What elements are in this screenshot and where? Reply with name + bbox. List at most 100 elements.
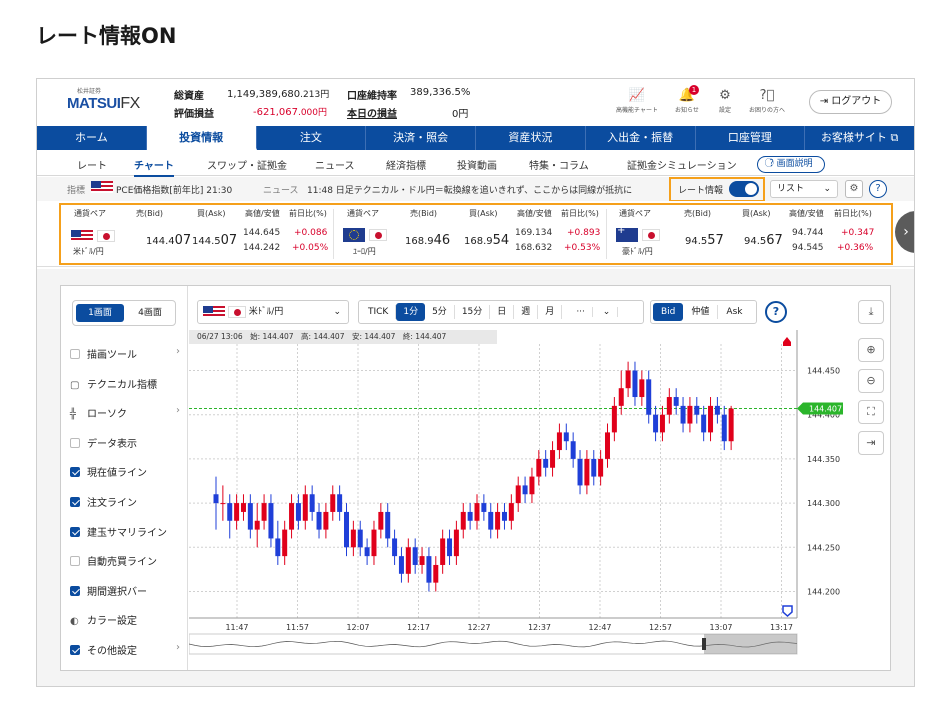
sidebar-item[interactable]: データ表示 xyxy=(70,435,180,450)
timeframe-tick[interactable]: TICK xyxy=(361,305,397,319)
header-change: 前日比(%) xyxy=(561,209,599,218)
sidebar-item[interactable]: 自動売買ライン xyxy=(70,553,180,568)
timeframe-15m[interactable]: 15分 xyxy=(455,305,491,319)
sidebar-item[interactable]: ╬ ローソク › xyxy=(70,405,180,420)
checkbox[interactable] xyxy=(70,526,80,537)
download-icon: ⤓ xyxy=(868,305,874,318)
jump-end-icon: ⇥ xyxy=(866,436,876,449)
bid-price[interactable]: 144.407 xyxy=(146,233,192,248)
candle-body xyxy=(419,556,425,565)
rate-settings-button[interactable]: ⚙ xyxy=(845,180,863,198)
rate-next-button[interactable]: › xyxy=(895,211,914,253)
candlestick-chart[interactable]: 11:47 11:57 12:07 12:17 12:27 12:37 12:47 12:57… xyxy=(189,330,853,668)
chart-help-button[interactable]: ? xyxy=(765,301,787,323)
nav-investment-info[interactable]: 投資情報 xyxy=(146,126,257,150)
sidebar-item[interactable]: 描画ツール › xyxy=(70,346,180,361)
pair-select[interactable]: 米ﾄﾞﾙ/円 ⌄ xyxy=(197,300,349,324)
ask-price[interactable]: 168.954 xyxy=(464,233,510,248)
candle-body xyxy=(474,503,480,521)
timeframe-week[interactable]: 週 xyxy=(514,305,539,319)
nav-settlement[interactable]: 決済・照会 xyxy=(366,126,476,150)
zoom-out-button[interactable]: ⊖ xyxy=(858,369,884,393)
subnav-indicators[interactable]: 経済指標 xyxy=(386,161,426,172)
pair-name[interactable]: 豪ﾄﾞﾙ/円 xyxy=(622,247,653,256)
checkbox[interactable] xyxy=(70,497,80,507)
sidebar-item[interactable]: ▢ テクニカル指標 xyxy=(70,376,180,391)
sidebar-item[interactable]: 建玉サマリライン xyxy=(70,524,180,539)
subnav-videos[interactable]: 投資動画 xyxy=(457,161,497,172)
timeframe-1m[interactable]: 1分 xyxy=(396,303,426,321)
four-screen-button[interactable]: 4画面 xyxy=(138,308,162,318)
price-bid[interactable]: Bid xyxy=(653,303,684,321)
advanced-chart-link[interactable]: 📈 高機能チャート xyxy=(616,88,658,114)
timeframe-more[interactable]: ··· ⌄ xyxy=(562,305,625,319)
indicator-text[interactable]: PCE価格指数[前年比] 21:30 xyxy=(116,186,233,196)
rate-help-button[interactable]: ? xyxy=(869,180,887,198)
list-select[interactable]: リスト ⌄ xyxy=(770,180,838,198)
subnav-columns[interactable]: 特集・コラム xyxy=(529,161,589,172)
subnav-chart[interactable]: チャート xyxy=(134,157,174,177)
matsui-fx-logo[interactable]: MATSUIFX xyxy=(67,95,140,112)
period-selection-window xyxy=(704,634,797,654)
pair-name[interactable]: ﾕｰﾛ/円 xyxy=(353,247,376,256)
fullscreen-button[interactable]: ⛶ xyxy=(858,400,884,424)
one-screen-button[interactable]: 1画面 xyxy=(76,304,124,322)
price-mid[interactable]: 仲値 xyxy=(683,305,719,319)
subnav-rate[interactable]: レート xyxy=(77,161,107,172)
zoom-in-button[interactable]: ⊕ xyxy=(858,338,884,362)
ask-price[interactable]: 144.507 xyxy=(192,233,238,248)
logout-button[interactable]: ⇥ ログアウト xyxy=(809,90,892,114)
x-tick-label: 12:27 xyxy=(467,623,490,632)
checkbox[interactable] xyxy=(70,349,80,359)
nav-customer-site[interactable]: お客様サイト ⧉ xyxy=(820,131,899,144)
nav-order[interactable]: 注文 xyxy=(257,126,367,150)
sidebar-item[interactable]: ◐ カラー設定 xyxy=(70,612,180,627)
price-ask[interactable]: Ask xyxy=(726,307,743,317)
nav-home[interactable]: ホーム xyxy=(37,126,147,150)
change-percent: +0.53% xyxy=(564,243,601,253)
rate-info-toggle[interactable] xyxy=(729,181,759,197)
settings-link[interactable]: ⚙ 設定 xyxy=(703,88,747,114)
timeframe-day[interactable]: 日 xyxy=(490,305,515,319)
rate-toggle-highlight xyxy=(669,177,765,202)
x-tick-label: 13:07 xyxy=(709,623,732,632)
checkbox[interactable] xyxy=(70,437,80,448)
chevron-right-icon: › xyxy=(176,405,180,417)
nav-account[interactable]: 口座管理 xyxy=(696,126,806,150)
sidebar-item[interactable]: 現在値ライン xyxy=(70,464,180,479)
sub-nav: レート チャート スワップ・証拠金 ニュース 経済指標 投資動画 特集・コラム … xyxy=(37,151,914,177)
download-button[interactable]: ⤓ xyxy=(858,300,884,324)
x-tick-label: 12:17 xyxy=(407,623,430,632)
bid-price[interactable]: 168.946 xyxy=(405,233,451,248)
chart-sidebar: 1画面 4画面 描画ツール › ▢ テクニカル指標 ╬ ローソク › データ表示現在値ライン注… xyxy=(61,286,188,670)
bid-price[interactable]: 94.557 xyxy=(685,233,724,248)
checkbox[interactable] xyxy=(70,467,80,478)
checkbox[interactable] xyxy=(70,585,80,596)
news-text[interactable]: 11:48 日足テクニカル・ドル円＝転換線を追いきれず、ここからは同線が抵抗に xyxy=(307,186,633,196)
candle-body xyxy=(666,397,672,415)
notice-link[interactable]: 🔔 1 お知らせ xyxy=(665,85,709,114)
subnav-swap[interactable]: スワップ・証拠金 xyxy=(207,161,287,172)
jump-latest-button[interactable]: ⇥ xyxy=(858,431,884,455)
candle-body xyxy=(261,503,267,521)
gear-icon: ⚙ xyxy=(719,88,731,103)
pair-name[interactable]: 米ﾄﾞﾙ/円 xyxy=(73,247,104,256)
help-link[interactable]: ?⃝ お困りの方へ xyxy=(745,88,789,114)
today-pnl-label[interactable]: 本日の損益 xyxy=(347,109,397,120)
chevron-down-icon: ⌄ xyxy=(333,307,341,317)
timeframe-month[interactable]: 月 xyxy=(538,305,563,319)
checkbox[interactable] xyxy=(70,645,80,655)
screen-help-button[interactable]: ?⃝ 画面説明 xyxy=(757,156,825,173)
candle-body xyxy=(659,414,665,433)
sidebar-item[interactable]: 注文ライン xyxy=(70,494,180,509)
timeframe-5m[interactable]: 5分 xyxy=(425,305,455,319)
x-tick-label: 13:17 xyxy=(770,623,793,632)
nav-assets[interactable]: 資産状況 xyxy=(476,126,586,150)
sidebar-item[interactable]: その他設定 › xyxy=(70,642,180,657)
sidebar-item[interactable]: 期間選択バー xyxy=(70,583,180,598)
checkbox[interactable] xyxy=(70,556,80,567)
subnav-news[interactable]: ニュース xyxy=(315,161,355,172)
nav-deposit[interactable]: 入出金・振替 xyxy=(586,126,696,150)
ask-price[interactable]: 94.567 xyxy=(744,233,783,248)
subnav-margin-sim[interactable]: 証拠金シミュレーション xyxy=(627,161,737,172)
